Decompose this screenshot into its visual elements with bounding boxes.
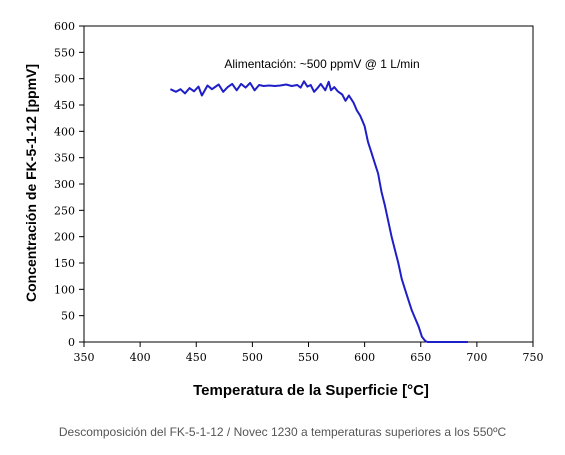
x-tick-label: 700 [466,351,487,364]
x-tick-label: 400 [130,351,151,364]
x-tick-label: 500 [242,351,263,364]
x-tick-label: 550 [298,351,319,364]
chart: 350 400 450 500 550 600 650 700 750 0 50 100 150 200… [23,20,544,399]
plot-frame [83,25,534,343]
x-axis-title: Temperatura de la Superficie [°C] [193,382,429,399]
x-tick-label: 350 [74,351,95,364]
y-tick-label: 0 [68,336,75,349]
series-line [169,80,468,343]
y-tick-label: 50 [61,310,75,323]
y-tick-label: 600 [54,20,75,33]
y-axis: 0 50 100 150 200 250 300 350 400 450 500 550 600 [54,20,84,349]
y-tick-label: 150 [54,257,75,270]
figure-caption: Descomposición del FK-5-1-12 / Novec 123… [58,425,507,439]
y-axis-title: Concentración de FK-5-1-12 [ppmV] [23,64,39,302]
x-tick-label: 650 [410,351,431,364]
x-tick-label: 450 [186,351,207,364]
series-layer [169,80,468,343]
x-tick-label: 750 [523,351,544,364]
y-tick-label: 200 [54,231,75,244]
y-tick-label: 300 [54,178,75,191]
y-tick-label: 400 [54,125,75,138]
y-tick-label: 250 [54,204,75,217]
chart-svg: 350 400 450 500 550 600 650 700 750 0 50 100 150 200… [23,20,544,399]
y-tick-label: 550 [54,46,75,59]
y-tick-label: 100 [54,283,75,296]
feed-annotation: Alimentación: ~500 ppmV @ 1 L/min [224,57,419,71]
y-tick-label: 350 [54,152,75,165]
y-tick-label: 450 [54,99,75,112]
x-tick-label: 600 [354,351,375,364]
y-tick-label: 500 [54,73,75,86]
x-axis: 350 400 450 500 550 600 650 700 750 [74,342,544,364]
